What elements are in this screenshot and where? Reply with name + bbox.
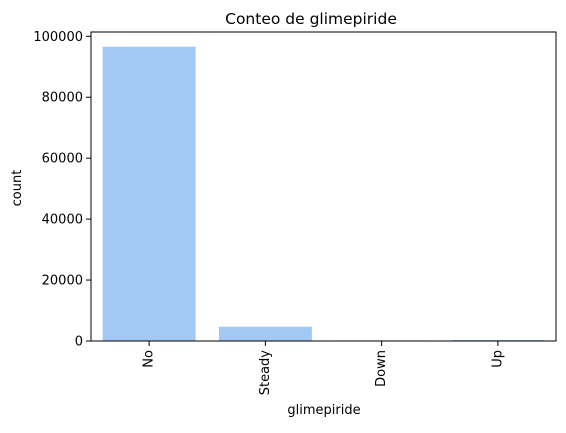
y-tick-label: 40000 — [42, 213, 83, 228]
chart-title: Conteo de glimepiride — [225, 10, 397, 28]
y-tick-label: 20000 — [42, 274, 83, 289]
y-axis-label: count — [10, 170, 25, 207]
x-tick-label: Up — [490, 350, 505, 368]
bar-no — [102, 46, 196, 341]
bar-steady — [218, 326, 312, 341]
y-tick-label: 80000 — [42, 91, 83, 106]
x-tick-label: Down — [374, 350, 389, 387]
y-tick-label: 100000 — [33, 30, 83, 45]
x-axis-label: glimepiride — [287, 403, 360, 418]
plot-area: 0 20000 40000 60000 80000 100000 No Steady Down U… — [33, 30, 557, 396]
y-tick-label: 0 — [75, 335, 83, 350]
x-tick-label: Steady — [258, 350, 273, 396]
plot-frame — [90, 31, 557, 342]
y-tick-label: 60000 — [42, 152, 83, 167]
x-tick-label: No — [142, 350, 157, 368]
